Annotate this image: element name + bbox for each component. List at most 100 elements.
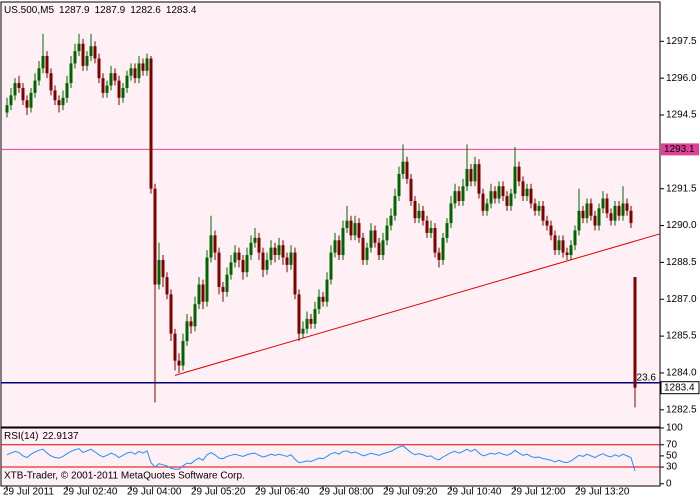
candle-body: [65, 83, 69, 98]
candle-body: [509, 193, 513, 206]
candle-body: [53, 90, 57, 101]
rsi-tick-label: 100: [666, 423, 683, 434]
candle-body: [377, 242, 381, 256]
price-label: 1293.1: [664, 144, 695, 155]
candle-body: [133, 68, 137, 79]
candle-body: [157, 259, 161, 285]
candle-body: [457, 191, 461, 201]
candle-body: [237, 252, 241, 260]
trendline: [174, 233, 661, 376]
ohlc-value: 1283.4: [166, 5, 197, 16]
x-tick-label: 29 Jul 05:20: [191, 487, 246, 498]
candle-body: [93, 46, 97, 59]
candle-body: [505, 196, 509, 206]
candle-body: [321, 296, 325, 302]
rsi-tick-label: 0: [666, 478, 672, 489]
candle-body: [441, 237, 445, 260]
y-tick-label: 1285.5: [666, 331, 697, 342]
candle-body: [173, 333, 177, 361]
candle-body: [369, 230, 373, 248]
candle-body: [361, 237, 365, 260]
candle-body: [217, 252, 221, 287]
candle-body: [69, 63, 73, 84]
candle-body: [77, 43, 81, 52]
candle-body: [137, 63, 141, 79]
candle-body: [549, 225, 553, 236]
candle-body: [465, 169, 469, 187]
candle-body: [577, 210, 581, 231]
candle-body: [597, 208, 601, 226]
candle-body: [393, 196, 397, 216]
candle-body: [201, 284, 205, 302]
candle-body: [533, 203, 537, 211]
candle-body: [185, 321, 189, 342]
candle-body: [341, 228, 345, 256]
candle-body: [525, 188, 529, 197]
candle-body: [429, 228, 433, 233]
candle-body: [621, 203, 625, 216]
candle-body: [297, 294, 301, 334]
candle-body: [381, 240, 385, 256]
candle-body: [409, 178, 413, 201]
candle-body: [225, 274, 229, 292]
candle-body: [585, 203, 589, 219]
candle-body: [49, 73, 53, 91]
candle-body: [181, 341, 185, 366]
rsi-tick-label: 30: [666, 462, 678, 473]
candle-body: [121, 87, 125, 98]
candle-body: [449, 203, 453, 224]
candle-body: [269, 247, 273, 260]
candle-body: [209, 235, 213, 258]
candle-body: [97, 58, 101, 79]
candle-body: [229, 262, 233, 275]
rsi-panel: [0, 427, 661, 487]
candle-body: [493, 191, 497, 199]
candle-body: [349, 220, 353, 236]
x-tick-label: 29 Jul 06:40: [255, 487, 310, 498]
ohlc-value: 1282.6: [130, 5, 161, 16]
candle-body: [149, 58, 153, 189]
candle-body: [365, 247, 369, 260]
x-tick-label: 29 Jul 02:40: [63, 487, 118, 498]
candle-body: [177, 360, 181, 366]
candle-body: [13, 83, 17, 96]
symbol: US.500,M5: [4, 5, 54, 16]
candle-body: [485, 203, 489, 211]
candle-body: [129, 68, 133, 76]
candle-body: [221, 286, 225, 292]
candle-body: [45, 56, 49, 74]
rsi-tick-label: 50: [666, 451, 678, 462]
candle-body: [529, 188, 533, 204]
candle-body: [537, 205, 541, 211]
fib-label: 23.6: [637, 372, 657, 383]
y-tick-label: 1284.0: [666, 368, 697, 379]
candle-body: [17, 83, 21, 88]
candle-body: [313, 309, 317, 324]
x-tick-label: 29 Jul 12:00: [511, 487, 566, 498]
candle-body: [629, 210, 633, 224]
x-tick-label: 29 Jul 09:20: [383, 487, 438, 498]
candle-body: [501, 186, 505, 197]
candle-body: [553, 235, 557, 251]
candle-body: [565, 252, 569, 256]
candle-body: [609, 213, 613, 221]
candle-body: [273, 247, 277, 256]
candle-body: [161, 259, 165, 278]
y-tick-label: 1282.5: [666, 404, 697, 415]
candle-body: [573, 230, 577, 246]
candle-body: [425, 220, 429, 233]
candle-body: [521, 181, 525, 197]
candle-body: [373, 230, 377, 243]
candle-body: [433, 228, 437, 253]
price-label-box: [661, 143, 699, 156]
candle-body: [25, 100, 29, 108]
candle-body: [305, 318, 309, 329]
candle-body: [153, 188, 157, 285]
ohlc-value: 1287.9: [95, 5, 126, 16]
candle-body: [473, 164, 477, 182]
candle-body: [5, 105, 9, 113]
candle-body: [81, 43, 85, 66]
candle-body: [37, 68, 41, 81]
candle-body: [257, 237, 261, 253]
